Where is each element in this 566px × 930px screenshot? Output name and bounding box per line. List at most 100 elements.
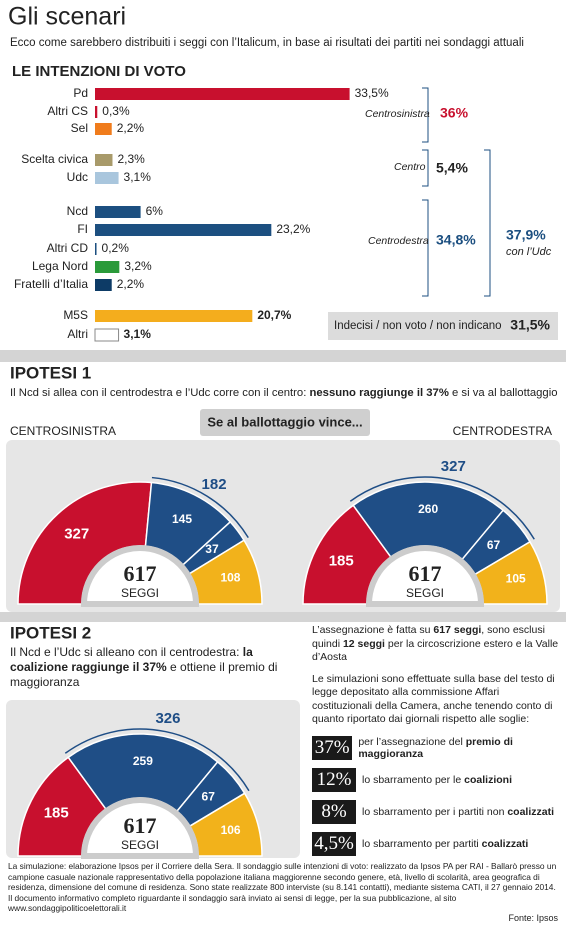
threshold: 12% lo sbarramento per le coalizioni	[312, 764, 562, 796]
bracket	[422, 87, 491, 297]
undecided-box	[328, 312, 558, 340]
center-label: SEGGI	[121, 838, 159, 852]
bar	[95, 206, 141, 218]
source: Fonte: Ipsos	[508, 913, 558, 923]
seat-label: 327	[64, 525, 89, 542]
undecided-value: 31,5%	[510, 317, 550, 333]
button-label: Se al ballottaggio vince...	[207, 414, 362, 429]
coalition-total: 182	[202, 476, 227, 493]
combined-label: con l’Udc	[506, 246, 552, 258]
group-value: 36%	[440, 105, 469, 121]
group-label: Centrodestra	[368, 235, 429, 247]
threshold-value: 4,5%	[312, 832, 356, 856]
coalition-outline	[151, 476, 249, 539]
center	[80, 545, 200, 607]
bar	[95, 310, 253, 322]
category-label: M5S	[63, 308, 88, 322]
value-label: 6%	[146, 204, 164, 218]
category-label: Sel	[71, 121, 88, 135]
center-value: 617	[124, 561, 157, 586]
category-label: Fratelli d’Italia	[14, 277, 88, 291]
seat-label: 185	[44, 804, 69, 821]
value-label: 2,2%	[117, 277, 145, 291]
value-label: 0,3%	[102, 104, 130, 118]
value-label: 20,7%	[257, 308, 291, 322]
threshold: 37% per l’assegnazione del premio di magg…	[312, 732, 562, 764]
value-label: 0,2%	[102, 241, 130, 255]
value-label: 3,1%	[124, 327, 152, 341]
seat-label: 259	[133, 754, 153, 768]
coalition-total: 326	[155, 710, 180, 727]
bar	[95, 279, 112, 291]
threshold-text: lo sbarramento per partiti coalizzati	[362, 838, 529, 850]
category-label: Scelta civica	[21, 152, 88, 166]
threshold: 4,5% lo sbarramento per partiti coalizzat…	[312, 828, 562, 860]
bar	[95, 123, 112, 135]
chart-title: CENTRODESTRA	[453, 424, 552, 438]
threshold: 8% lo sbarramento per i partiti non coali…	[312, 796, 562, 828]
combined-value: 37,9%	[506, 227, 546, 243]
coalition-outline	[349, 476, 535, 540]
undecided-label: Indecisi / non voto / non indicano	[334, 320, 502, 332]
bar	[95, 106, 98, 118]
group-label: Centrosinistra	[365, 108, 430, 120]
note: L’assegnazione è fatta su 617 seggi, son…	[312, 624, 559, 663]
chart-title: CENTROSINISTRA	[10, 424, 116, 438]
center	[80, 797, 200, 859]
center-label: SEGGI	[406, 586, 444, 600]
notes: L’assegnazione è fatta su 617 seggi, son…	[312, 624, 560, 727]
seat-label: 108	[220, 571, 240, 585]
threshold-text: lo sbarramento per i partiti non coalizz…	[362, 806, 555, 818]
group-label: Centro	[394, 161, 426, 173]
category-label: Ncd	[67, 204, 88, 218]
title: Gli scenari	[8, 3, 126, 31]
value-label: 2,2%	[117, 121, 145, 135]
note: Le simulazioni sono effettuate sulla bas…	[312, 672, 555, 726]
threshold-text: per l’assegnazione del premio di maggior…	[358, 736, 513, 760]
category-label: Altri CD	[47, 241, 89, 255]
coalition-outline	[64, 728, 250, 792]
category-label: Udc	[67, 170, 88, 184]
seat-label: 37	[205, 542, 219, 556]
seat-label: 185	[329, 552, 354, 569]
section-title: IPOTESI 1	[10, 363, 91, 382]
footer: La simulazione: elaborazione Ipsos per i…	[8, 861, 557, 914]
group-value: 34,8%	[436, 232, 476, 248]
center	[365, 545, 485, 607]
seat-label: 106	[221, 823, 241, 837]
bar	[95, 88, 350, 100]
category-label: Altri CS	[47, 104, 88, 118]
threshold-text: lo sbarramento per le coalizioni	[362, 774, 512, 786]
category-label: Altri	[67, 327, 88, 341]
separator	[0, 350, 566, 362]
bar	[95, 154, 113, 166]
bar	[95, 261, 120, 273]
coalition-total: 327	[441, 458, 466, 475]
value-label: 2,3%	[117, 152, 145, 166]
bar	[95, 224, 272, 236]
center-label: SEGGI	[121, 586, 159, 600]
center-value: 617	[409, 561, 442, 586]
section-title: IPOTESI 2	[10, 623, 91, 642]
value-label: 33,5%	[355, 86, 389, 100]
seat-label: 67	[487, 538, 501, 552]
group-value: 5,4%	[436, 160, 468, 176]
threshold-value: 37%	[312, 736, 353, 760]
category-label: Lega Nord	[32, 259, 88, 273]
threshold-value: 12%	[312, 768, 356, 792]
bar	[95, 172, 119, 184]
seat-label: 67	[202, 789, 216, 803]
seat-label: 145	[172, 512, 192, 526]
category-label: Pd	[73, 86, 88, 100]
subtitle: Ecco come sarebbero distribuiti i seggi …	[10, 37, 524, 49]
value-label: 3,2%	[124, 259, 152, 273]
bar	[94, 328, 120, 342]
button	[200, 409, 370, 436]
threshold-value: 8%	[312, 800, 356, 824]
hypothesis-text: Il Ncd si allea con il centrodestra e l’…	[10, 387, 558, 399]
hypothesis-text: Il Ncd e l’Udc si alleano con il centrod…	[10, 645, 278, 689]
value-label: 23,2%	[276, 222, 310, 236]
seat-label: 105	[506, 571, 526, 585]
